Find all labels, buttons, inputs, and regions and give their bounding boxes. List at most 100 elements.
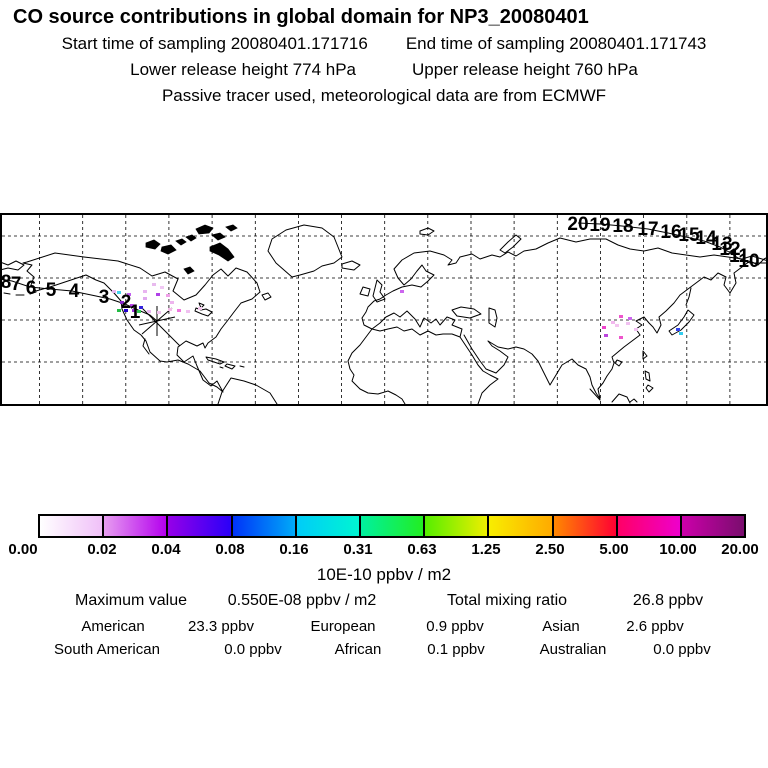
concentration-cell	[198, 307, 202, 310]
concentration-cell	[139, 306, 143, 309]
trajectory-day-label: 10	[738, 251, 759, 272]
trajectory-day-label: 12	[719, 239, 740, 260]
colorbar-segment	[489, 516, 554, 536]
stats-item: Asian	[542, 618, 580, 635]
map-frame	[0, 213, 768, 406]
trajectory-day-label: 16	[660, 222, 681, 243]
colorbar-tick: 10.00	[659, 541, 697, 558]
colorbar-segment	[296, 516, 361, 536]
concentration-cell	[152, 283, 156, 286]
trajectory-day-label: 18	[612, 216, 633, 237]
colorbar	[38, 514, 746, 538]
colorbar-tick: 0.16	[279, 541, 309, 558]
concentration-cell	[124, 309, 128, 312]
colorbar-units-label: 10E-10 ppbv / m2	[316, 565, 452, 584]
graticule	[2, 215, 766, 404]
trajectory-path	[0, 222, 768, 322]
stats-item: European	[310, 618, 376, 635]
colorbar-segment	[104, 516, 169, 536]
concentration-cell	[626, 322, 630, 325]
stats-item: Total mixing ratio	[446, 592, 568, 609]
trajectory-day-label: 11	[729, 246, 750, 267]
lower-release-height: Lower release height 774 hPa	[130, 60, 356, 79]
concentration-cell	[147, 310, 151, 313]
start-time: Start time of sampling 20080401.171716	[61, 34, 368, 53]
stats-item: African	[334, 641, 382, 658]
trajectory-day-label: 2	[121, 292, 132, 313]
stats-item: 0.0 ppbv	[224, 641, 282, 658]
colorbar-tick: 0.02	[87, 541, 117, 558]
concentration-cell	[186, 310, 190, 313]
trajectory-day-label: 5	[46, 280, 57, 301]
world-map: 20 19 18 17 16 15 14 13 12 11 10 8 7 6 5 4 3 2 1	[0, 213, 768, 406]
concentration-cell	[619, 315, 623, 318]
concentration-cell	[156, 293, 160, 296]
concentration-cell	[611, 321, 615, 324]
end-time: End time of sampling 20080401.171743	[405, 34, 707, 53]
stats-item: 2.6 ppbv	[626, 618, 684, 635]
concentration-cell	[170, 301, 174, 304]
concentration-cell	[112, 290, 116, 293]
stats-item: Australian	[539, 641, 607, 658]
concentration-cell	[177, 309, 181, 312]
stats-item: 23.3 ppbv	[188, 618, 254, 635]
colorbar-tick: 20.00	[721, 541, 759, 558]
stats-row-continents-2: South American 0.0 ppbv African 0.1 ppbv Aus…	[0, 641, 768, 659]
trajectory-day-label: 7	[11, 274, 22, 295]
colorbar-tick: 0.63	[407, 541, 437, 558]
colorbar-tick: 0.04	[151, 541, 181, 558]
concentration-cell	[628, 317, 632, 320]
trajectory-day-label: 19	[589, 215, 610, 236]
plot-title: CO source contributions in global domain…	[13, 6, 589, 28]
trajectory-day-label: 17	[637, 219, 658, 240]
concentration-cell	[166, 294, 170, 297]
trajectory-day-label: 6	[26, 278, 37, 299]
concentration-cell	[619, 336, 623, 339]
colorbar-tick: 0.31	[343, 541, 373, 558]
trajectory-day-label: 3	[99, 287, 110, 308]
colorbar-segment	[425, 516, 490, 536]
upper-release-height: Upper release height 760 hPa	[412, 60, 638, 79]
trajectory-day-label: 13	[711, 234, 732, 255]
concentration-cell	[130, 304, 134, 307]
colorbar-segment	[553, 516, 618, 536]
stats-item: 0.550E-08 ppbv / m2	[227, 592, 377, 609]
colorbar-ticks: 0.00 0.02 0.04 0.08 0.16 0.31 0.63 1.25 …	[0, 541, 768, 559]
concentration-cell	[132, 309, 136, 312]
concentration-patches	[112, 283, 683, 339]
colorbar-tick: 1.25	[471, 541, 501, 558]
stats-item: 26.8 ppbv	[632, 592, 704, 609]
concentration-cell	[634, 328, 638, 331]
trajectory-day-label: 8	[1, 272, 12, 293]
colorbar-segment	[617, 516, 682, 536]
trajectory-day-label: 1	[130, 302, 141, 323]
stats-row-maximum: Maximum value 0.550E-08 ppbv / m2 Total mi…	[0, 592, 768, 610]
coastlines	[0, 224, 768, 405]
concentration-cell	[168, 308, 172, 311]
concentration-cell	[120, 301, 124, 304]
colorbar-tick: 0.00	[8, 541, 38, 558]
stats-row-continents-1: American 23.3 ppbv European 0.9 ppbv Asian 2.…	[0, 618, 768, 636]
stats-item: 0.9 ppbv	[426, 618, 484, 635]
colorbar-segment	[681, 516, 745, 536]
concentration-cell	[143, 290, 147, 293]
stats-item: American	[81, 618, 145, 635]
trajectory-day-label: 4	[69, 281, 80, 302]
concentration-cell	[117, 309, 121, 312]
sampling-times: Start time of sampling 20080401.171716 En…	[0, 34, 768, 54]
stats-item: South American	[54, 641, 160, 658]
concentration-cell	[143, 297, 147, 300]
concentration-cell	[117, 291, 121, 294]
trajectory-day-label: 14	[695, 228, 717, 249]
trajectory-day-label: 20	[567, 214, 588, 235]
concentration-cell	[160, 286, 164, 289]
colorbar-segment	[40, 516, 105, 536]
colorbar-tick: 2.50	[535, 541, 565, 558]
colorbar-segment	[360, 516, 426, 536]
concentration-cell	[679, 332, 683, 335]
concentration-cell	[676, 328, 680, 331]
colorbar-tick: 5.00	[599, 541, 629, 558]
stats-item: 0.1 ppbv	[427, 641, 485, 658]
